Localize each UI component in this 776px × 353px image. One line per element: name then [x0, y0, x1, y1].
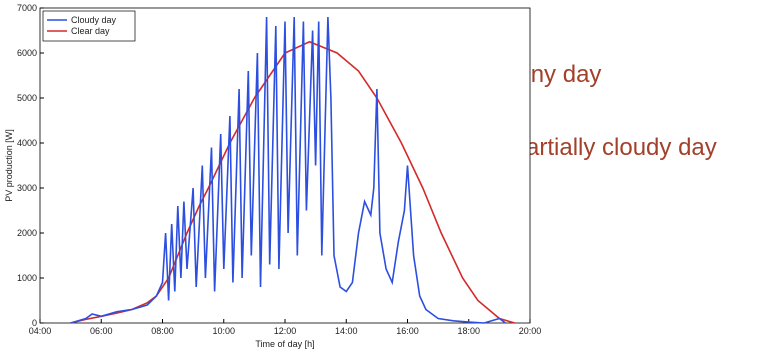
- y-tick-label: 3000: [17, 183, 37, 193]
- x-tick-label: 14:00: [335, 326, 358, 336]
- series-line: [70, 16, 506, 324]
- y-tick-label: 4000: [17, 138, 37, 148]
- y-tick-label: 5000: [17, 93, 37, 103]
- x-tick-label: 06:00: [90, 326, 113, 336]
- y-tick-label: 0: [32, 318, 37, 328]
- annotation: Partially cloudy day: [510, 134, 717, 161]
- y-tick-label: 2000: [17, 228, 37, 238]
- x-tick-label: 20:00: [519, 326, 542, 336]
- y-tick-label: 1000: [17, 273, 37, 283]
- y-axis-label: PV production [W]: [4, 129, 14, 202]
- x-tick-label: 08:00: [151, 326, 174, 336]
- x-axis-label: Time of day [h]: [255, 339, 314, 349]
- legend-label: Cloudy day: [71, 15, 117, 25]
- x-tick-label: 16:00: [396, 326, 419, 336]
- y-tick-label: 6000: [17, 48, 37, 58]
- x-tick-label: 04:00: [29, 326, 52, 336]
- x-tick-label: 18:00: [457, 326, 480, 336]
- x-tick-label: 10:00: [212, 326, 235, 336]
- legend-label: Clear day: [71, 26, 110, 36]
- legend-box: [42, 10, 136, 42]
- x-tick-label: 12:00: [274, 326, 297, 336]
- y-tick-label: 7000: [17, 3, 37, 13]
